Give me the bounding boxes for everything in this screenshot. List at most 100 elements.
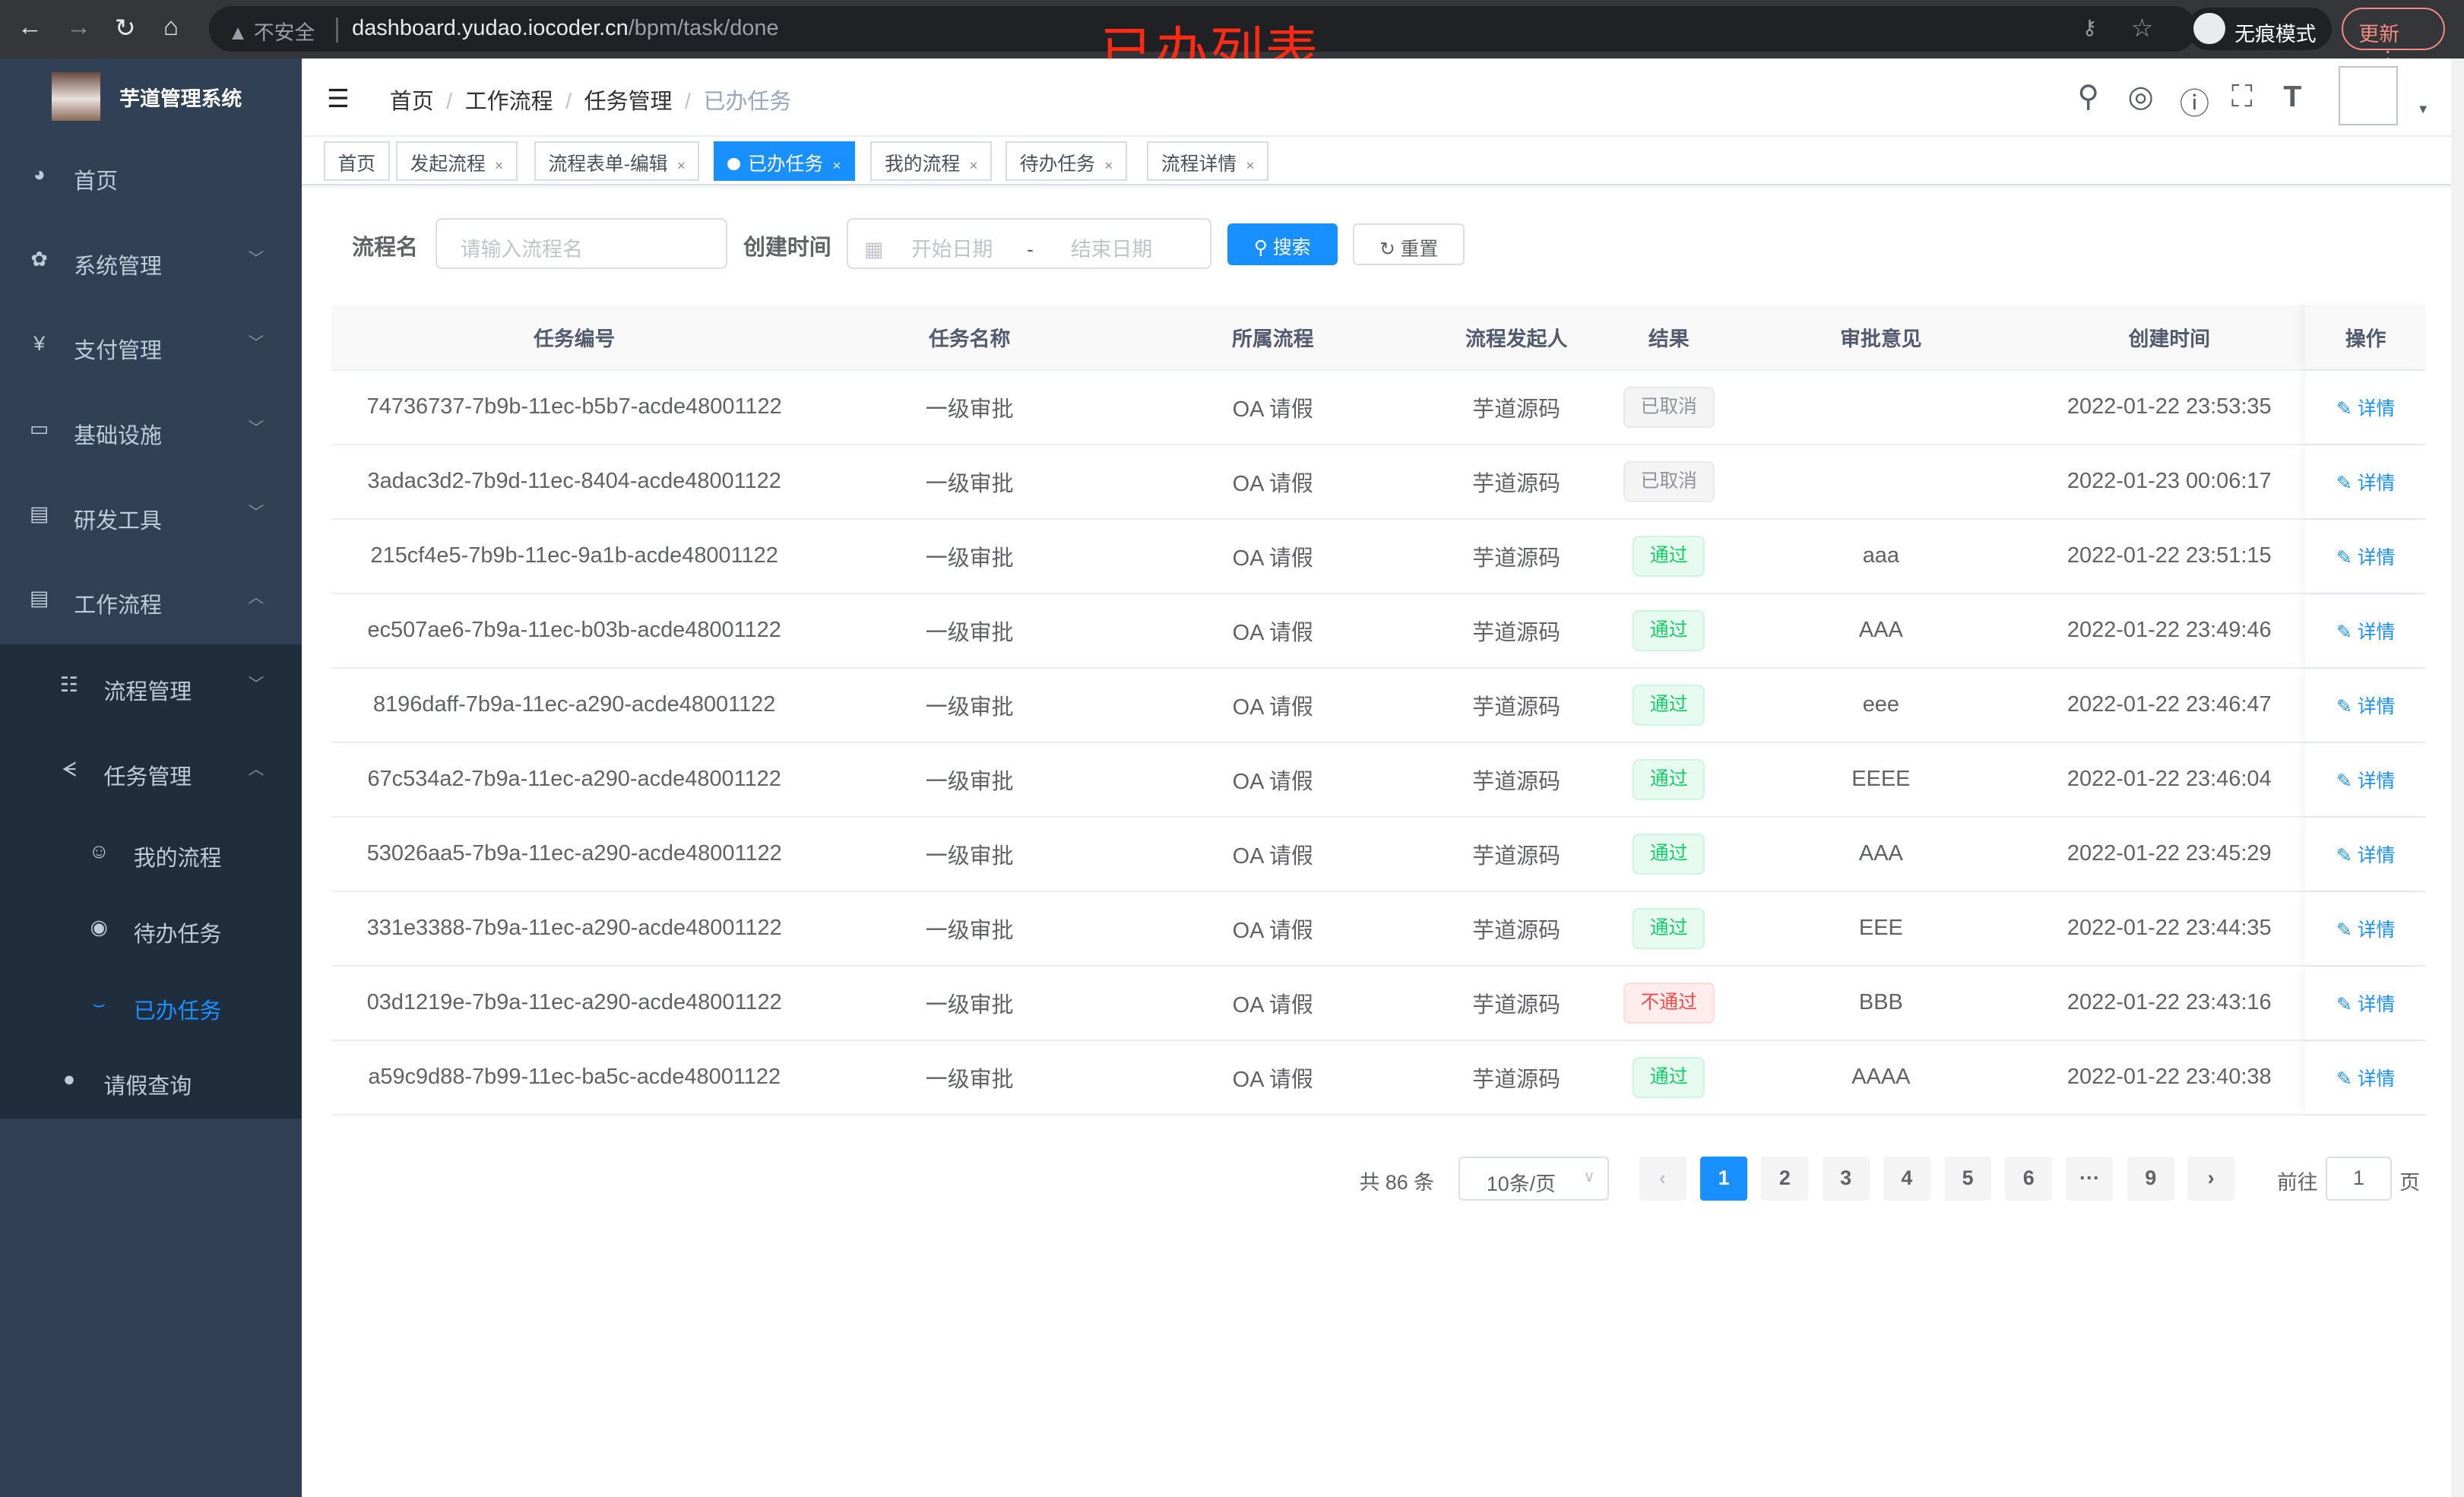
scrollbar[interactable] [2451, 58, 2464, 1497]
goto-label: 前往 [2276, 1171, 2318, 1195]
font-size-icon[interactable]: T [2283, 80, 2302, 114]
cell-starter: 芋道源码 [1472, 471, 1561, 496]
process-name-input[interactable]: 请输入流程名 [435, 218, 728, 269]
caret-down-icon[interactable]: ▼ [2416, 102, 2430, 117]
page-button[interactable]: 1 [1700, 1156, 1748, 1201]
close-icon[interactable]: × [1104, 157, 1113, 174]
sidebar-item-待办任务[interactable]: ◉ 待办任务 [0, 888, 302, 973]
cell-name: 一级审批 [925, 843, 1014, 869]
sidebar-item-研发工具[interactable]: ▤ 研发工具 ﹀ [0, 474, 302, 559]
cell-process: OA 请假 [1232, 546, 1313, 571]
sidebar-item-基础设施[interactable]: ▭ 基础设施 ﹀ [0, 390, 302, 475]
app-title: 芋道管理系统 [119, 87, 242, 110]
column-header: 创建时间 [2128, 328, 2210, 351]
sidebar-item-首页[interactable]: ◕ 首页 [0, 135, 302, 220]
cell-starter: 芋道源码 [1472, 695, 1561, 720]
hamburger-icon[interactable]: ☰ [327, 84, 350, 113]
help-icon[interactable]: ⓘ [2179, 87, 2210, 122]
close-icon[interactable]: × [1246, 157, 1255, 174]
breadcrumb-item[interactable]: 工作流程 [464, 89, 553, 114]
cell-comment: eee [1862, 692, 1899, 717]
cell-result: 已取消 [1609, 461, 1728, 502]
url-host: dashboard.yudao.iocoder.cn [352, 15, 629, 40]
goto-value: 1 [2352, 1166, 2364, 1189]
sidebar-item-label: 系统管理 [74, 254, 162, 279]
search-icon[interactable]: ⚲ [2077, 80, 2100, 114]
cell-name: 一级审批 [925, 471, 1014, 496]
cell-comment: AAA [1858, 841, 1903, 866]
detail-button[interactable]: ✎ 详情 [2336, 394, 2395, 421]
address-bar[interactable]: ▲ 不安全 dashboard.yudao.iocoder.cn/bpm/tas… [208, 6, 2197, 52]
more-pages-button[interactable]: ··· [2066, 1156, 2114, 1201]
chevron-down-icon: ﹀ [248, 504, 264, 522]
next-page-button[interactable]: › [2187, 1156, 2235, 1201]
fullscreen-icon[interactable]: ⛶ [2231, 80, 2253, 114]
cell-id: 331e3388-7b9a-11ec-a290-acde48001122 [366, 916, 782, 941]
date-range-picker[interactable]: ▦ 开始日期 - 结束日期 [847, 218, 1212, 269]
detail-button[interactable]: ✎ 详情 [2336, 766, 2395, 793]
cell-action: ✎ 详情 [2305, 594, 2426, 667]
start-date-placeholder: 开始日期 [911, 237, 993, 261]
tag-我的流程[interactable]: 我的流程 × [870, 141, 992, 181]
page-button[interactable]: 3 [1822, 1156, 1870, 1201]
key-icon[interactable]: ⚷ [2082, 15, 2098, 39]
forward-icon[interactable]: → [65, 12, 91, 41]
tag-待办任务[interactable]: 待办任务 × [1006, 141, 1127, 181]
detail-label: 详情 [2357, 994, 2396, 1015]
tag-发起流程[interactable]: 发起流程 × [396, 141, 518, 181]
tag-label: 发起流程 [410, 154, 486, 176]
detail-button[interactable]: ✎ 详情 [2336, 915, 2395, 942]
sidebar-item-流程管理[interactable]: ☷ 流程管理 ﹀ [0, 646, 302, 731]
breadcrumb-item[interactable]: 首页 [389, 89, 434, 114]
sidebar-item-已办任务[interactable]: ⌣ 已办任务 [0, 965, 302, 1050]
star-icon[interactable]: ☆ [2130, 14, 2154, 43]
user-icon: ● [62, 1067, 76, 1090]
update-button[interactable]: 更新 ⋮ [2341, 8, 2446, 70]
sidebar-item-任务管理[interactable]: ᗕ 任务管理 ︿ [0, 730, 302, 815]
page-button[interactable]: 4 [1883, 1156, 1930, 1201]
reload-icon[interactable]: ↻ [114, 14, 136, 43]
close-icon[interactable]: × [676, 157, 686, 174]
home-icon[interactable]: ⌂ [163, 12, 179, 41]
detail-button[interactable]: ✎ 详情 [2336, 543, 2395, 570]
reset-button[interactable]: ↻ 重置 [1353, 223, 1465, 266]
page-button[interactable]: 6 [2005, 1156, 2053, 1201]
tag-已办任务[interactable]: 已办任务 × [713, 141, 856, 181]
cell-starter: 芋道源码 [1472, 992, 1561, 1018]
sidebar: 芋道管理系统 ◕ 首页 ✿ 系统管理 ﹀ ¥ 支付管理 ﹀ ▭ 基础设施 ﹀ ▤ 研发工具 ﹀ ▤ 工作流程 ︿… [0, 58, 302, 1497]
detail-button[interactable]: ✎ 详情 [2336, 989, 2395, 1017]
page-button[interactable]: 2 [1761, 1156, 1809, 1201]
sidebar-item-请假查询[interactable]: ● 请假查询 [0, 1040, 302, 1125]
tag-首页[interactable]: 首页 [323, 141, 390, 181]
close-icon[interactable]: × [495, 157, 503, 174]
sidebar-item-我的流程[interactable]: ☺ 我的流程 [0, 812, 302, 897]
sidebar-item-label: 基础设施 [74, 423, 162, 448]
page-size-select[interactable]: 10条/页 ∨ [1458, 1156, 1610, 1201]
close-icon[interactable]: × [832, 157, 841, 174]
prev-page-button[interactable]: ‹ [1639, 1156, 1686, 1201]
sidebar-item-支付管理[interactable]: ¥ 支付管理 ﹀ [0, 305, 302, 390]
detail-button[interactable]: ✎ 详情 [2336, 468, 2395, 495]
incognito-badge[interactable]: 无痕模式 [2187, 8, 2333, 51]
search-button[interactable]: ⚲ 搜索 [1227, 223, 1338, 266]
breadcrumb-item[interactable]: 任务管理 [584, 89, 673, 114]
page-button[interactable]: 5 [1944, 1156, 1992, 1201]
detail-button[interactable]: ✎ 详情 [2336, 1064, 2395, 1091]
goto-page-input[interactable]: 1 [2326, 1156, 2392, 1201]
detail-label: 详情 [2357, 473, 2396, 494]
close-icon[interactable]: × [969, 157, 978, 174]
github-icon[interactable]: ◎ [2127, 80, 2154, 114]
tag-流程表单-编辑[interactable]: 流程表单-编辑 × [534, 141, 700, 181]
sidebar-item-系统管理[interactable]: ✿ 系统管理 ﹀ [0, 220, 302, 305]
avatar[interactable] [2338, 65, 2399, 126]
column-header: 流程发起人 [1465, 328, 1568, 351]
page-button[interactable]: 9 [2127, 1156, 2174, 1201]
detail-button[interactable]: ✎ 详情 [2336, 692, 2395, 719]
tag-流程详情[interactable]: 流程详情 × [1147, 141, 1268, 181]
sidebar-item-工作流程[interactable]: ▤ 工作流程 ︿ [0, 559, 302, 644]
cell-name: 一级审批 [925, 546, 1014, 571]
detail-button[interactable]: ✎ 详情 [2336, 617, 2395, 644]
cell-process: OA 请假 [1232, 769, 1313, 794]
detail-button[interactable]: ✎ 详情 [2336, 840, 2395, 868]
back-icon[interactable]: ← [17, 12, 43, 41]
